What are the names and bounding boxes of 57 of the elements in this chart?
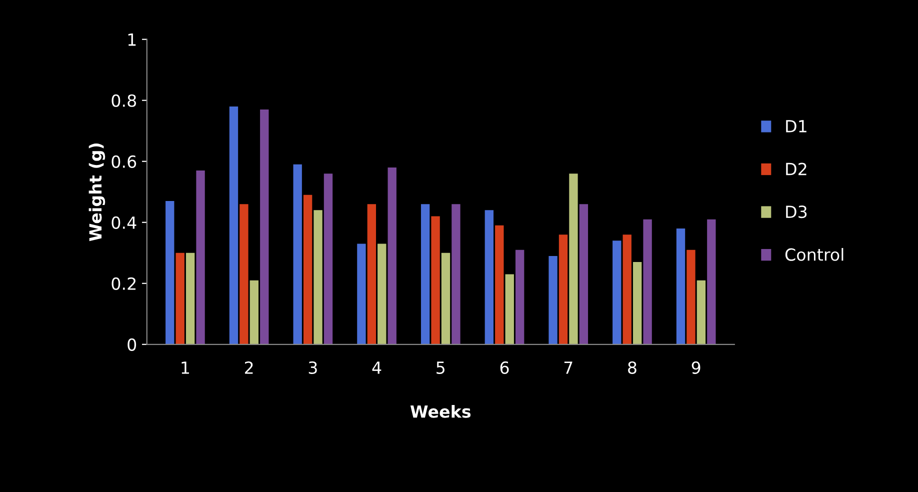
x-tick-label: 3	[308, 361, 317, 374]
legend-label: D1	[786, 120, 806, 132]
bar	[612, 240, 622, 344]
bar	[260, 110, 269, 344]
y-tick-label: 0.8	[112, 94, 136, 107]
bar	[548, 256, 558, 344]
bar	[622, 234, 632, 344]
x-tick-label: 2	[244, 361, 253, 374]
y-tick-label: 0.6	[112, 155, 136, 168]
bar	[676, 228, 686, 344]
x-tick-label: 8	[628, 361, 636, 374]
bar	[558, 234, 568, 344]
bar	[707, 219, 716, 344]
y-tick-label: 0	[128, 338, 136, 351]
x-tick-label: 4	[372, 362, 382, 374]
bar	[484, 210, 494, 344]
bar	[229, 106, 238, 344]
bar	[515, 250, 524, 344]
legend-label: D2	[786, 162, 806, 176]
bar	[250, 280, 259, 344]
bar	[378, 244, 386, 344]
bar	[686, 250, 696, 344]
bar	[579, 204, 588, 344]
bar	[431, 216, 440, 344]
bar	[569, 174, 578, 344]
x-tick-label: 6	[500, 361, 509, 374]
x-tick-label: 9	[692, 361, 700, 374]
bar	[324, 174, 333, 344]
bar	[367, 204, 376, 344]
y-tick-label: 1	[128, 34, 136, 46]
x-tick-label: 1	[182, 362, 189, 374]
bar	[388, 167, 396, 344]
bar	[505, 274, 514, 344]
bar	[420, 204, 430, 344]
bar	[495, 225, 504, 344]
y-tick-label: 0.2	[112, 277, 136, 290]
x-tick-label: 7	[564, 362, 572, 374]
legend-label: D3	[786, 206, 807, 218]
bar	[303, 194, 312, 344]
bar	[632, 262, 642, 344]
x-tick-label: 5	[436, 362, 444, 374]
y-tick-label: 0.4	[112, 216, 136, 229]
bar	[643, 219, 652, 344]
bar	[452, 204, 460, 344]
bar	[196, 170, 205, 344]
bar	[441, 252, 450, 344]
bar	[357, 244, 366, 344]
legend-label: Control	[785, 248, 844, 261]
bar	[176, 252, 184, 344]
bar	[696, 280, 706, 344]
bar	[186, 252, 195, 344]
bar	[314, 210, 322, 344]
bar	[293, 164, 302, 344]
bar	[240, 204, 248, 344]
bar	[166, 201, 174, 344]
y-axis-title: Weight (g)	[88, 144, 106, 242]
x-axis-title: Weeks	[410, 404, 471, 418]
